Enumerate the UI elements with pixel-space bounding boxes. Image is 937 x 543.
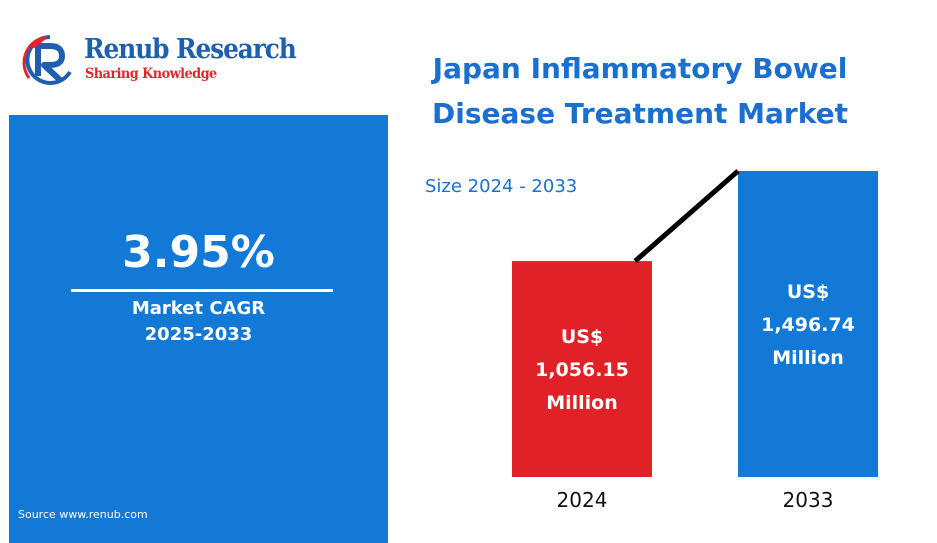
trend-line [633,169,740,263]
cagr-divider [71,289,333,292]
cagr-panel: 3.95% Market CAGR 2025-2033 Source www.r… [9,115,388,543]
cagr-period: 2025-2033 [144,324,253,345]
data-label-2033-1: 1,496.74 [761,314,855,336]
data-label-2024-0: US$ [561,326,603,348]
renub-r-icon [22,35,72,85]
renub-logo: Renub Research Sharing Knowledge [20,32,310,88]
bar-2024 [512,261,652,477]
source-note: Source www.renub.com [18,508,148,521]
brand-name: Renub Research [84,34,297,65]
chart-subtitle: Size 2024 - 2033 [425,176,578,197]
tick-label-2033: 2033 [783,488,834,512]
chart-title-line-1: Japan Inflammatory Bowel [432,52,848,85]
data-label-2024-1: 1,056.15 [535,359,629,381]
cagr-value: 3.95% [122,227,275,278]
chart-title-line-2: Disease Treatment Market [432,97,848,130]
brand-tagline: Sharing Knowledge [85,66,217,82]
data-label-2024-2: Million [546,392,618,414]
cagr-label: Market CAGR [131,298,266,319]
data-label-2033-2: Million [772,347,844,369]
bar-2033 [738,171,878,477]
data-label-2033-0: US$ [787,281,829,303]
tick-label-2024: 2024 [557,488,608,512]
